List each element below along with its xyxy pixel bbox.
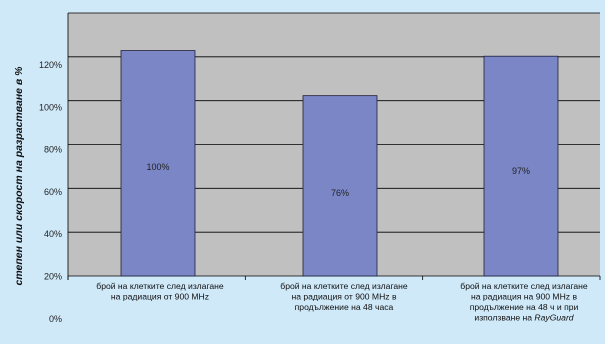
category-label: брой на клетките след излагане на радиаци… bbox=[280, 281, 408, 312]
y-tick-label: 20% bbox=[44, 272, 62, 282]
y-tick-label: 40% bbox=[44, 229, 62, 239]
y-tick-label: 60% bbox=[44, 187, 62, 197]
category-label: брой на клетките след излагане на радиаци… bbox=[460, 281, 588, 323]
y-tick-label: 120% bbox=[39, 60, 62, 70]
bar bbox=[302, 95, 378, 277]
bar bbox=[120, 50, 196, 277]
y-tick-label: 100% bbox=[39, 102, 62, 112]
data-label: 97% bbox=[512, 166, 530, 176]
y-axis-title: степен или скорост на разрастване в % bbox=[13, 66, 25, 286]
y-tick-label: 0% bbox=[49, 314, 62, 324]
data-label: 76% bbox=[331, 188, 349, 198]
data-label: 100% bbox=[146, 162, 169, 172]
y-tick-label: 80% bbox=[44, 145, 62, 155]
bar bbox=[483, 55, 559, 277]
category-label: брой на клетките след излагане на радиаци… bbox=[96, 281, 224, 302]
